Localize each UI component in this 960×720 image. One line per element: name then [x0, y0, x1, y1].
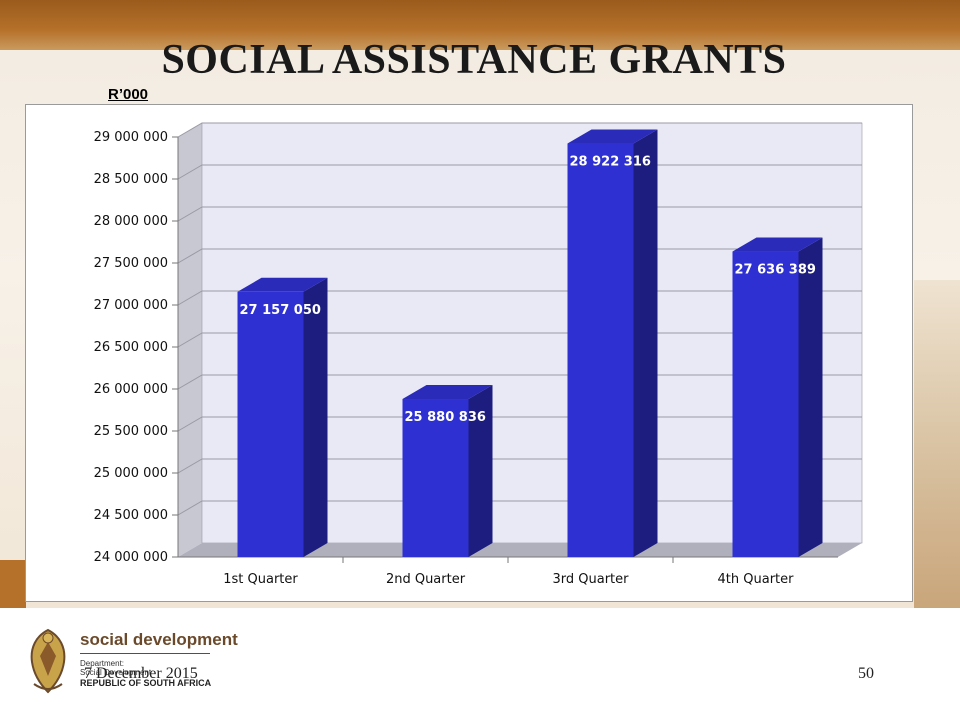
page-number: 50: [858, 665, 874, 682]
grants-bar-chart: 24 000 000 24 500 000 25 000 000 25 500 000…: [94, 122, 863, 587]
department-name: social development: [80, 630, 238, 649]
bar-front: [567, 143, 634, 557]
bar-front: [402, 399, 469, 557]
y-tick-label: 25 500 000: [94, 424, 168, 439]
footer-area: [0, 608, 960, 720]
bar-2: [402, 385, 493, 557]
header-band: [0, 0, 960, 50]
bar-side: [798, 237, 823, 557]
x-tick-label: 4th Quarter: [718, 572, 795, 587]
page-title: SOCIAL ASSISTANCE GRANTS: [161, 37, 787, 83]
bar-side: [303, 277, 328, 557]
y-tick-label: 27 500 000: [94, 256, 168, 271]
data-label: 25 880 836: [405, 410, 486, 425]
bar-front: [237, 291, 304, 557]
bar-top: [567, 129, 658, 144]
y-tick-label: 26 000 000: [94, 382, 168, 397]
department-caption: Department:: [80, 659, 125, 668]
data-label: 27 636 389: [735, 263, 816, 278]
y-tick-label: 28 000 000: [94, 214, 168, 229]
slide-date: 7 December 2015: [84, 665, 198, 682]
bar-1: [237, 277, 328, 557]
unit-label: R’000: [108, 86, 149, 103]
bar-3: [567, 129, 658, 557]
country-name: REPUBLIC OF SOUTH AFRICA: [80, 678, 212, 688]
y-tick-label: 25 000 000: [94, 466, 168, 481]
department-subcaption: Social Development: [80, 668, 152, 677]
plot-floor: [178, 543, 862, 557]
x-tick-label: 2nd Quarter: [386, 572, 466, 587]
gridline: [177, 122, 862, 138]
x-tick-label: 3rd Quarter: [553, 572, 630, 587]
data-label: 27 157 050: [240, 303, 321, 318]
y-tick-label: 29 000 000: [94, 130, 168, 145]
bar-side: [633, 129, 658, 557]
chart-frame: 24 000 000 24 500 000 25 000 000 25 500 000…: [25, 104, 913, 602]
y-tick-label: 26 500 000: [94, 340, 168, 355]
bar-side: [468, 385, 493, 557]
bar-top: [732, 237, 823, 252]
y-tick-label: 27 000 000: [94, 298, 168, 313]
coat-of-arms-logo: [30, 628, 66, 694]
y-tick-label: 28 500 000: [94, 172, 168, 187]
bar-top: [402, 385, 493, 400]
department-divider: [80, 653, 210, 654]
y-tick-label: 24 000 000: [94, 550, 168, 565]
y-tick-label: 24 500 000: [94, 508, 168, 523]
bar-4: [732, 237, 823, 557]
data-label: 28 922 316: [570, 155, 651, 170]
bar-front: [732, 251, 799, 557]
left-accent-strip: [0, 560, 26, 608]
beadwork-decoration: [914, 280, 960, 610]
bar-top: [237, 277, 328, 292]
x-tick-label: 1st Quarter: [223, 572, 298, 587]
